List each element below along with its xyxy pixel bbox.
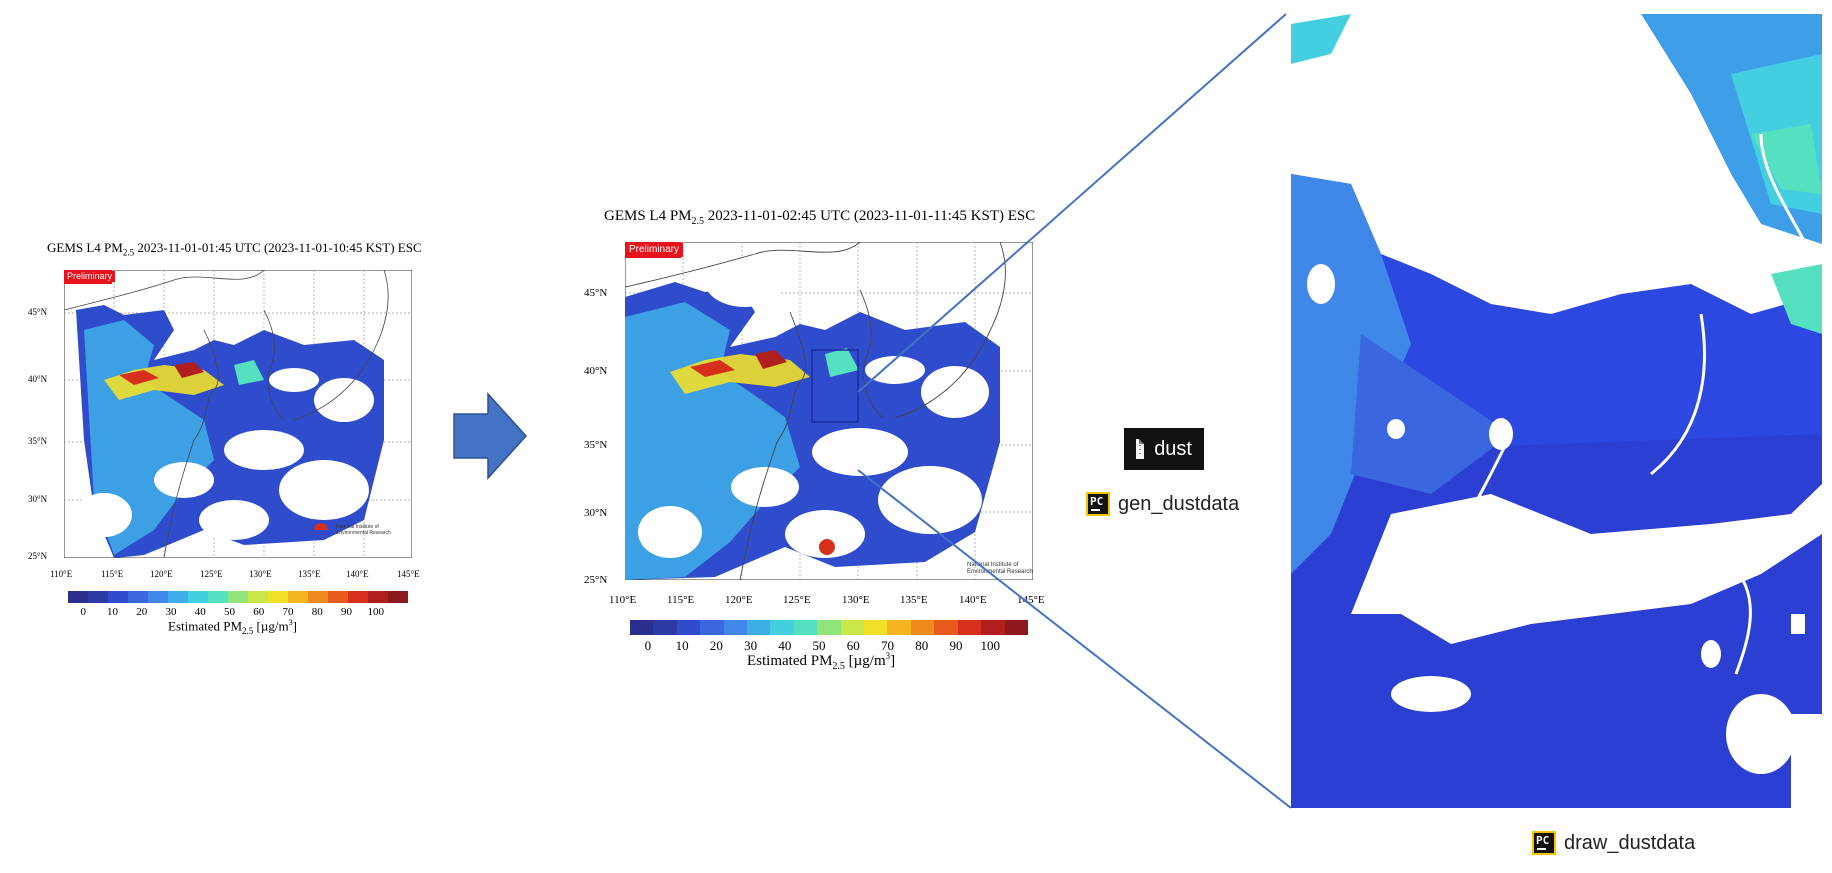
map1-colorbar-tick: 30 [165, 606, 177, 618]
map2-institute: National Institute of Environmental Resea… [967, 562, 1033, 575]
map1-colorbar-segment [308, 591, 328, 603]
map2-colorbar-segment [723, 620, 748, 635]
map1-colorbar-segment [88, 591, 108, 603]
map2-colorbar-segment [700, 620, 724, 635]
map1-colorbar-tick: 0 [80, 606, 87, 618]
map1-colorbar-segment [148, 591, 168, 603]
gen-dustdata-file-label: gen_dustdata [1118, 492, 1240, 515]
map1-colorbar-label: Estimated PM2.5 [µg/m3] [168, 618, 297, 636]
map1-colorbar-ticks: 0 10 20 30 40 50 60 70 80 90 100 [68, 606, 408, 618]
map2-colorbar-tick: 0 [644, 638, 652, 653]
map2-colorbar-tick: 60 [846, 638, 860, 653]
map1-colorbar-segment [68, 591, 88, 603]
map2-colorbar-tick: 100 [980, 638, 1000, 653]
map1-colorbar-tick: 100 [367, 606, 384, 618]
map2-colorbar-segment [770, 620, 794, 635]
map1-colorbar-segment [228, 591, 248, 603]
map2-colorbar-tick: 50 [812, 638, 826, 653]
map1-colorbar-tick: 80 [311, 606, 323, 618]
map1-plot [64, 270, 412, 558]
right-arrow-icon [453, 392, 528, 480]
map1-colorbar-tick: 50 [224, 606, 235, 618]
map1-colorbar-tick: 10 [107, 606, 119, 618]
map2-colorbar-tick: 70 [881, 638, 894, 653]
map2-colorbar-segment [793, 620, 818, 635]
map1-colorbar-segment [128, 591, 148, 603]
map1-colorbar-segment [368, 591, 388, 603]
map1-colorbar-segment [388, 591, 408, 603]
map2-title: GEMS L4 PM2.5 2023-11-01-02:45 UTC (2023… [604, 208, 1036, 227]
zoomed-dust-map [1291, 14, 1822, 808]
map2-colorbar-segment [957, 620, 982, 635]
pycharm-icon: PC [1086, 492, 1110, 516]
pycharm-icon: PC [1532, 831, 1556, 855]
map1-colorbar-tick: 60 [253, 606, 265, 618]
map1-colorbar-segment [328, 591, 348, 603]
map2-colorbar-tick: 20 [709, 638, 723, 653]
map1-institute: National Institute of Environmental Resea… [336, 524, 391, 536]
map2-colorbar-tick: 90 [949, 638, 963, 653]
map1-colorbar-tick: 90 [340, 606, 352, 618]
map2-colorbar-segment [887, 620, 911, 635]
map2-colorbar-segment [653, 620, 677, 635]
map2-colorbar [630, 620, 1028, 635]
document-icon [1136, 439, 1145, 459]
map2-colorbar-segment [840, 620, 865, 635]
map1-colorbar-tick: 70 [282, 606, 294, 618]
map1-colorbar-tick: 40 [194, 606, 206, 618]
map1-colorbar-segment [188, 591, 208, 603]
map2-colorbar-segment [1004, 620, 1028, 635]
map2-colorbar-segment [981, 620, 1005, 635]
map2-colorbar-segment [864, 620, 888, 635]
map2-colorbar-segment [910, 620, 935, 635]
map2-plot [625, 242, 1033, 580]
map1-colorbar-segment [248, 591, 268, 603]
dust-file-item[interactable]: dust [1124, 428, 1204, 470]
map2-colorbar-segment [747, 620, 771, 635]
map2-colorbar-label: Estimated PM2.5 [µg/m3] [747, 651, 896, 672]
map2-colorbar-tick: 40 [778, 638, 792, 653]
map1-colorbar-tick: 20 [136, 606, 148, 618]
map2-colorbar-ticks: 0 10 20 30 40 50 60 70 80 90 100 [630, 638, 1028, 653]
map1-colorbar-segment [108, 591, 128, 603]
map1-preliminary-badge: Preliminary [64, 271, 116, 282]
map2-colorbar-segment [630, 620, 654, 635]
map1-colorbar-segment [348, 591, 368, 603]
map2-colorbar-tick: 30 [744, 638, 758, 653]
map1-colorbar-segment [288, 591, 308, 603]
map1-colorbar-segment [168, 591, 188, 603]
map1-colorbar [68, 591, 408, 603]
draw-dustdata-file-label: draw_dustdata [1564, 831, 1696, 854]
map2-colorbar-tick: 10 [675, 638, 689, 653]
map2-colorbar-segment [817, 620, 841, 635]
draw-dustdata-file-item[interactable]: PC draw_dustdata [1532, 831, 1695, 855]
dust-file-label: dust [1154, 437, 1192, 460]
gen-dustdata-file-item[interactable]: PC gen_dustdata [1086, 492, 1239, 516]
map2-colorbar-segment [934, 620, 958, 635]
map1-title: GEMS L4 PM2.5 2023-11-01-01:45 UTC (2023… [47, 240, 422, 258]
map1-colorbar-segment [268, 591, 288, 603]
map2-preliminary-badge: Preliminary [625, 243, 684, 257]
map2-colorbar-segment [676, 620, 701, 635]
map2-colorbar-tick: 80 [915, 638, 929, 653]
map1-colorbar-segment [208, 591, 228, 603]
